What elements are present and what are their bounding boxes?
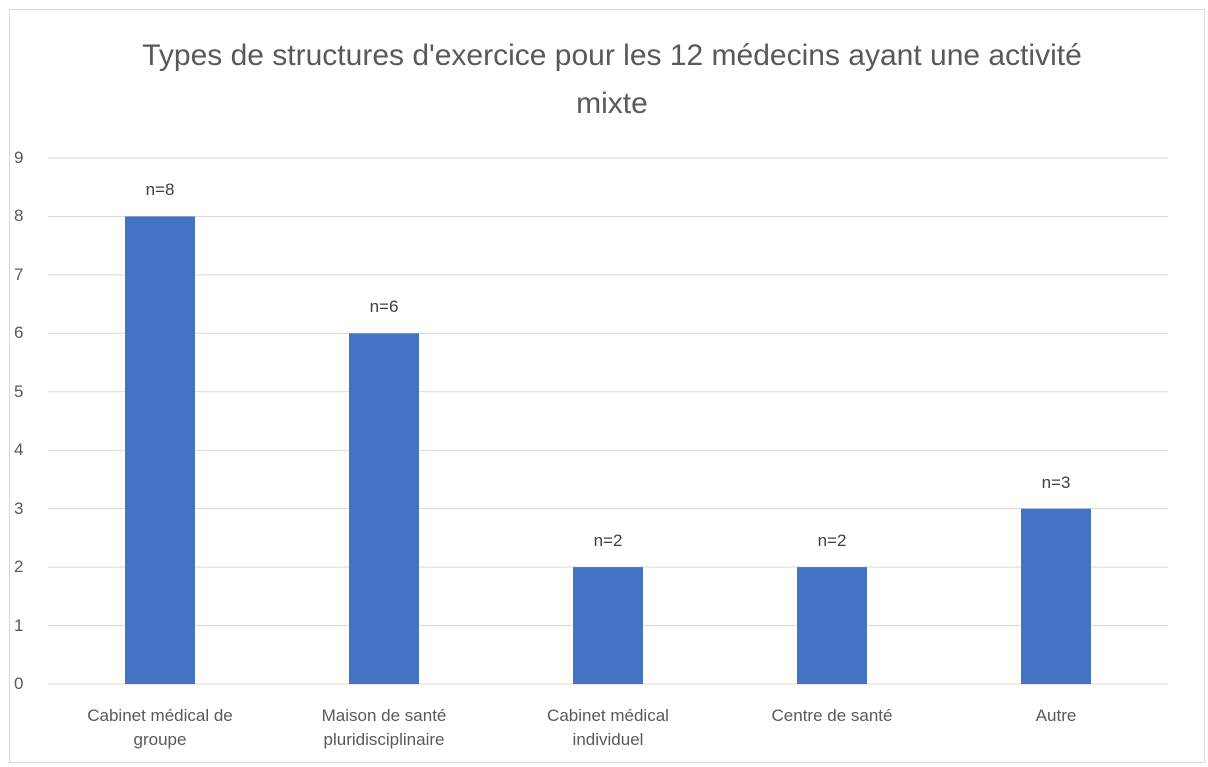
y-tick-label: 6 [14,323,24,343]
bar [1021,508,1091,684]
data-label: n=8 [145,180,175,200]
chart-frame [9,9,1205,763]
bar [573,567,643,684]
bar [349,333,419,684]
y-tick-label: 0 [14,674,24,693]
bar [797,567,867,684]
data-label: n=2 [593,531,623,551]
data-label: n=3 [1041,472,1071,492]
y-tick-label: 1 [14,615,24,635]
x-tick-label: Centre de santé [771,706,893,725]
chart-title: Types de structures d'exercice pour les … [142,39,1082,120]
y-tick-label: 9 [14,148,24,167]
y-tick-label: 2 [14,557,24,577]
x-tick-label: Cabinet médical individuel [547,706,669,749]
x-tick-label: Maison de santé pluridisciplinaire [321,706,447,749]
x-tick-label: Autre [1035,706,1077,725]
bar [125,216,195,684]
data-label: n=6 [369,297,399,317]
x-tick-label: Cabinet médical de groupe [87,706,233,749]
y-tick-label: 8 [14,206,24,226]
y-tick-label: 5 [14,381,24,401]
y-tick-label: 7 [14,264,24,284]
data-label: n=2 [817,531,847,551]
y-tick-label: 4 [14,440,24,460]
y-tick-label: 3 [14,498,24,518]
